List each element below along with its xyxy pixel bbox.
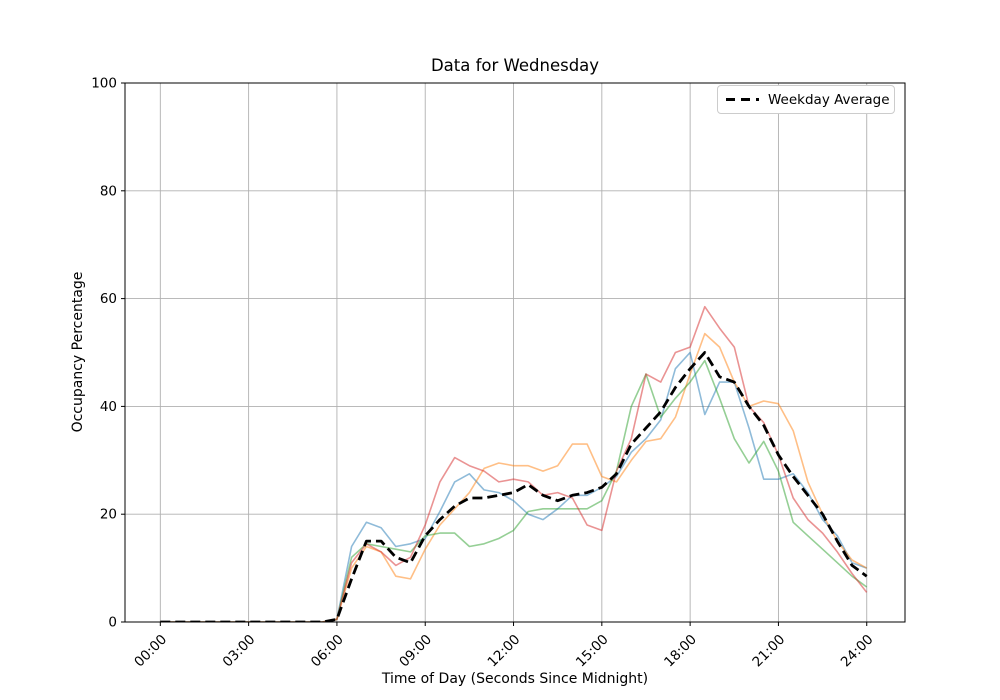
y-tick-label: 0 [108, 615, 117, 631]
y-tick-label: 60 [100, 291, 117, 307]
legend: Weekday Average [717, 85, 895, 114]
x-tick-label: 03:00 [220, 632, 259, 671]
x-tick-label: 15:00 [573, 632, 612, 671]
chart-title: Data for Wednesday [430, 56, 600, 75]
dashed-line-sample [726, 98, 759, 101]
series-wednesday-3 [160, 359, 868, 622]
y-tick-label: 80 [100, 183, 117, 199]
axes-spines [124, 82, 906, 623]
x-tick-label: 18:00 [661, 632, 700, 671]
series-weekday-average [160, 351, 868, 622]
x-tick-label: 09:00 [396, 632, 435, 671]
x-tick-label: 12:00 [485, 632, 524, 671]
x-tick-label: 06:00 [308, 632, 347, 671]
x-axis-label: Time of Day (Seconds Since Midnight) [381, 671, 649, 687]
y-tick-label: 100 [91, 76, 117, 92]
x-tick-label: 21:00 [749, 632, 788, 671]
y-tick-label: 20 [100, 507, 117, 523]
y-tick-label: 40 [100, 399, 117, 415]
legend-label: Weekday Average [768, 91, 890, 108]
x-tick-label: 24:00 [838, 632, 877, 671]
x-tick-label: 00:00 [131, 632, 170, 671]
series-wednesday-1 [160, 351, 867, 622]
